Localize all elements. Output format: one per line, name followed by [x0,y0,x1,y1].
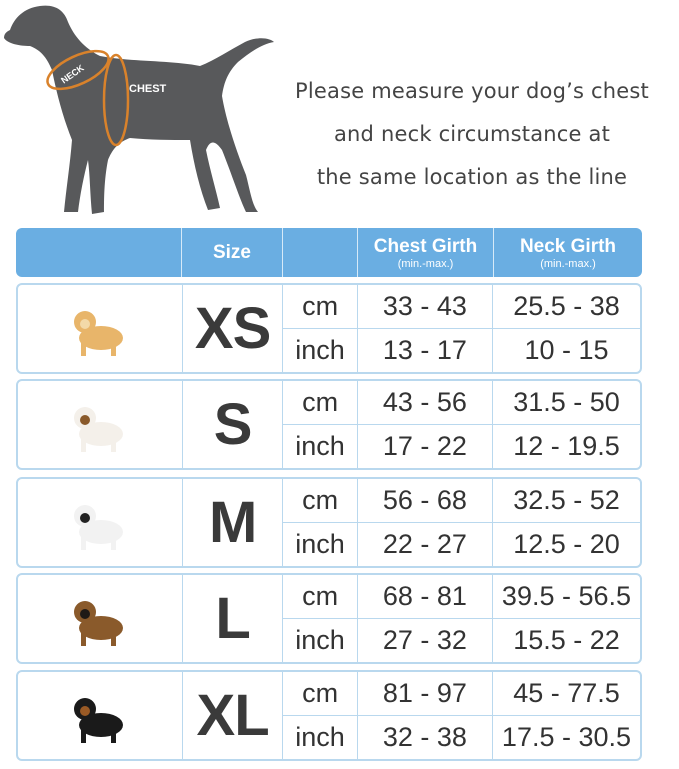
neck-inch: 17.5 - 30.5 [501,722,632,752]
french-bulldog-dog-image [73,504,123,550]
dog-photo-cell [18,479,183,566]
chest-cm: 33 - 43 [357,285,492,329]
chest-cell: 33 - 43 13 - 17 [357,285,493,372]
dog-photo-cell [18,381,183,468]
dog-silhouette [4,5,274,214]
neck-line [46,49,110,91]
dog-photo-cell [18,285,183,372]
unit-cell: cm inch [283,672,358,759]
header-size: Size [182,228,283,277]
header-neck: Neck Girth (min.-max.) [494,228,642,277]
instruction-line: Please measure your dog’s chest [295,79,649,103]
size-label: L [183,575,284,662]
size-label: S [183,381,284,468]
header-chest: Chest Girth (min.-max.) [358,228,494,277]
size-label: XL [183,672,284,759]
size-row: L cm inch 68 - 81 27 - 32 39.5 - 56.5 15.5 … [16,573,642,664]
size-heading: Size [212,241,252,263]
size-row: XL cm inch 81 - 97 32 - 38 45 - 77.5 17.5 -… [16,670,642,761]
neck-cm: 32.5 - 52 [492,479,640,523]
neck-cm: 45 - 77.5 [492,672,640,716]
unit-inch: inch [295,625,345,655]
header-unit-cell [283,228,358,277]
neck-inch: 12 - 19.5 [513,431,620,461]
chest-cm: 56 - 68 [357,479,492,523]
chest-cell: 43 - 56 17 - 22 [357,381,493,468]
unit-cm: cm [283,575,357,619]
size-row: M cm inch 56 - 68 22 - 27 32.5 - 52 12.5 - … [16,477,642,568]
size-row: XS cm inch 33 - 43 13 - 17 25.5 - 38 10 - 1… [16,283,642,374]
neck-cell: 45 - 77.5 17.5 - 30.5 [492,672,640,759]
neck-cell: 31.5 - 50 12 - 19.5 [492,381,640,468]
neck-cm: 39.5 - 56.5 [492,575,640,619]
unit-cell: cm inch [283,381,358,468]
neck-cm: 25.5 - 38 [492,285,640,329]
unit-inch: inch [295,529,345,559]
neck-cell: 39.5 - 56.5 15.5 - 22 [492,575,640,662]
chest-cm: 43 - 56 [357,381,492,425]
unit-cm: cm [283,381,357,425]
chest-line [102,53,130,147]
unit-cm: cm [283,285,357,329]
chest-cell: 81 - 97 32 - 38 [357,672,493,759]
chest-label: CHEST [129,83,167,95]
unit-cell: cm inch [283,575,358,662]
instruction-line: and neck circumstance at [333,122,611,146]
size-label: XS [183,285,284,372]
chest-cell: 56 - 68 22 - 27 [357,479,493,566]
chest-inch: 17 - 22 [382,431,467,461]
chest-cm: 68 - 81 [357,575,492,619]
chest-inch: 32 - 38 [382,722,467,752]
unit-cm: cm [283,479,357,523]
dog-photo-cell [18,672,183,759]
header-image-cell [16,228,182,277]
unit-inch: inch [295,335,345,365]
dog-photo-cell [18,575,183,662]
chest-cm: 81 - 97 [357,672,492,716]
table-header: Size Chest Girth (min.-max.) Neck Girth (m… [16,228,642,277]
unit-cell: cm inch [283,479,358,566]
unit-inch: inch [295,431,345,461]
size-row: S cm inch 43 - 56 17 - 22 31.5 - 50 12 - 19… [16,379,642,470]
neck-inch: 10 - 15 [524,335,609,365]
doberman-dog-image [73,697,123,743]
unit-cell: cm inch [283,285,358,372]
jack-russell-dog-image [73,406,123,452]
neck-inch: 15.5 - 22 [513,625,620,655]
neck-subheading: (min.-max.) [540,257,596,270]
chest-subheading: (min.-max.) [397,257,454,270]
chest-inch: 27 - 32 [382,625,467,655]
measurement-instructions: Please measure your dog’s chest and neck… [262,70,679,199]
unit-cm: cm [283,672,357,716]
neck-cell: 25.5 - 38 10 - 15 [492,285,640,372]
german-shepherd-dog-image [73,600,123,646]
neck-cell: 32.5 - 52 12.5 - 20 [492,479,640,566]
neck-cm: 31.5 - 50 [492,381,640,425]
chest-inch: 22 - 27 [382,529,467,559]
instruction-line: the same location as the line [316,165,628,189]
chest-heading: Chest Girth [373,235,478,257]
neck-heading: Neck Girth [519,235,617,257]
neck-inch: 12.5 - 20 [513,529,620,559]
chest-cell: 68 - 81 27 - 32 [357,575,493,662]
dog-measurement-illustration: NECK CHEST [4,5,274,214]
chihuahua-dog-image [73,310,123,356]
size-label: M [183,479,284,566]
unit-inch: inch [295,722,345,752]
chest-inch: 13 - 17 [382,335,467,365]
